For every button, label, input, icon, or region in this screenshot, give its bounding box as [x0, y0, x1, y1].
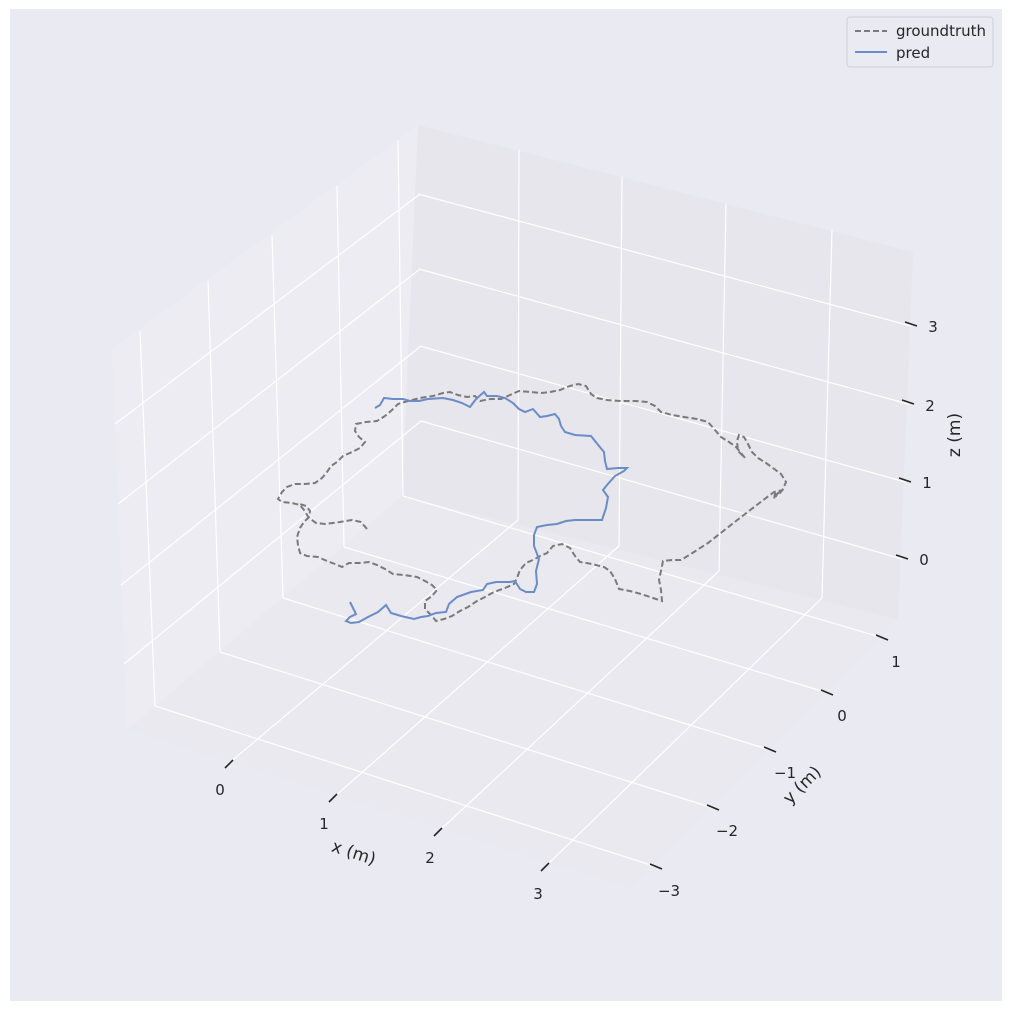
z-tick-mark: [898, 477, 912, 483]
legend: groundtruth pred: [846, 16, 994, 68]
x-tick-label: 3: [533, 885, 543, 903]
grid-line: [114, 193, 421, 425]
grid-line: [154, 705, 658, 868]
grid-line: [343, 546, 826, 693]
z-tick-label: 0: [919, 551, 929, 569]
legend-groundtruth-label: groundtruth: [896, 22, 986, 40]
grid-line: [282, 597, 771, 751]
legend-box: [846, 16, 994, 68]
grid-line: [332, 545, 620, 799]
y-tick-label: −2: [716, 822, 738, 840]
pane-floor: [127, 496, 898, 889]
grid-line: [402, 495, 881, 638]
z-tick-label: 3: [928, 318, 938, 336]
grid-line: [139, 330, 156, 707]
x-tick-label: 2: [425, 849, 435, 867]
plot-series: [276, 382, 788, 625]
pane-left: [112, 125, 418, 730]
y-tick-mark: [875, 634, 889, 641]
y-tick-mark: [820, 689, 834, 696]
grid-line: [207, 280, 221, 653]
grid-line: [123, 420, 422, 665]
grid-line: [417, 193, 912, 327]
grid-line: [227, 519, 519, 765]
z-tick-mark: [895, 554, 909, 560]
grid-line: [120, 345, 422, 586]
x-tick-label: 0: [215, 781, 225, 799]
grid-line: [420, 420, 903, 560]
y-tick-mark: [706, 804, 720, 811]
y-tick-mark: [649, 863, 663, 870]
x-tick-mark: [433, 827, 443, 837]
x-tick-mark: [328, 793, 338, 803]
y-tick-label: 1: [891, 653, 901, 671]
grid-line: [517, 149, 520, 521]
x-tick-mark: [224, 759, 234, 769]
z-tick-mark: [901, 399, 915, 405]
pane-back: [402, 125, 913, 620]
tick-labels: 0 1 2 3 −3 −2 −1 0 1 0 1 2 3: [215, 318, 938, 903]
z-tick-label: 1: [922, 474, 932, 492]
grid-line: [336, 185, 345, 548]
legend-pred-label: pred: [896, 44, 930, 62]
grid-line: [271, 234, 284, 599]
grid-line: [544, 597, 823, 868]
grid-line: [718, 203, 727, 572]
grid-line: [418, 268, 909, 405]
pane-group: [112, 125, 913, 889]
z-tick-mark: [904, 321, 918, 327]
series-pred-line: [344, 390, 630, 625]
grid-line: [219, 651, 714, 809]
y-tick-label: −3: [658, 882, 680, 900]
z-axis-label: z (m): [945, 413, 965, 457]
grid-line: [419, 345, 906, 483]
grid-line: [437, 570, 720, 833]
series-groundtruth-line: [276, 382, 788, 623]
y-tick-label: −1: [774, 764, 796, 782]
grid-line: [117, 268, 421, 505]
grid-lines: [114, 139, 912, 868]
z-tick-label: 2: [925, 397, 935, 415]
y-tick-label: 0: [837, 707, 847, 725]
x-tick-label: 1: [319, 815, 329, 833]
x-tick-mark: [540, 862, 550, 872]
grid-line: [618, 176, 623, 547]
tick-marks: [224, 321, 918, 872]
y-tick-mark: [763, 746, 777, 753]
